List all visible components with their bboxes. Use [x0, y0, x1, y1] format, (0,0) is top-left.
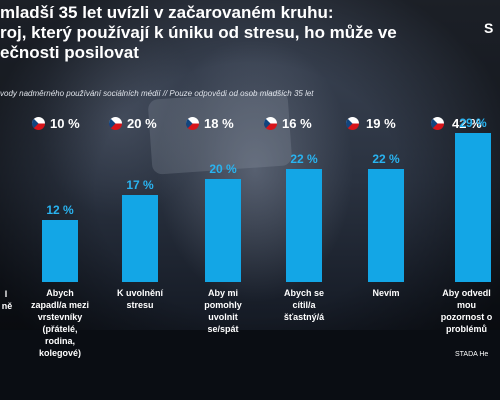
bar-2: [122, 195, 158, 282]
category-label-6: Aby odvedl mou pozornost o problémů: [440, 288, 493, 334]
corner-logo: S: [484, 20, 494, 36]
top-value-1: 10 %: [50, 116, 80, 131]
category-label-2: K uvolnění stresu: [116, 288, 163, 310]
top-value-2: 20 %: [127, 116, 157, 131]
cut-left-label-2: ně: [1, 301, 13, 311]
czech-flag-icon: [431, 117, 444, 130]
slide-title-line-3: ečnosti posilovat: [0, 43, 139, 62]
top-value-6: 42 %: [452, 116, 482, 131]
bar-5: [368, 169, 404, 282]
czech-flag-icon: [346, 117, 359, 130]
category-label-1: Abych zapadl/a mezi vrstevníky (přátelé,…: [30, 288, 90, 358]
category-label-4: Abych se cítil/a šťastný/á: [283, 288, 325, 322]
category-label-3: Aby mi pomohly uvolnit se/spát: [204, 288, 242, 334]
czech-flag-icon: [186, 117, 199, 130]
czech-flag-icon: [32, 117, 45, 130]
source-credit: STADA He: [455, 351, 489, 358]
chart-subtitle: vody nadměrného používání sociálních méd…: [0, 89, 314, 98]
bar-3: [205, 179, 241, 282]
slide-title-line-1: mladší 35 let uvízli v začarovaném kruhu…: [0, 3, 334, 22]
top-value-5: 19 %: [366, 116, 396, 131]
bar-value-label-3: 20 %: [209, 162, 237, 176]
czech-flag-icon: [264, 117, 277, 130]
bar-1: [42, 220, 78, 282]
top-value-3: 18 %: [204, 116, 234, 131]
bar-value-label-6: 29 %: [459, 116, 487, 130]
czech-flag-icon: [109, 117, 122, 130]
bar-value-label-1: 12 %: [46, 203, 74, 217]
top-value-4: 16 %: [282, 116, 312, 131]
slide-title: mladší 35 let uvízli v začarovaném kruhu…: [0, 3, 470, 63]
bar-value-label-4: 22 %: [290, 152, 318, 166]
category-label-5: Nevím: [372, 288, 400, 298]
cut-left-label-1: l: [4, 289, 8, 299]
bar-4: [286, 169, 322, 282]
screen-bottom-edge: [0, 330, 500, 400]
bar-value-label-5: 22 %: [372, 152, 400, 166]
bar-value-label-2: 17 %: [126, 178, 154, 192]
bar-6: [455, 133, 491, 282]
slide-title-line-2: roj, který používají k úniku od stresu, …: [0, 23, 397, 42]
